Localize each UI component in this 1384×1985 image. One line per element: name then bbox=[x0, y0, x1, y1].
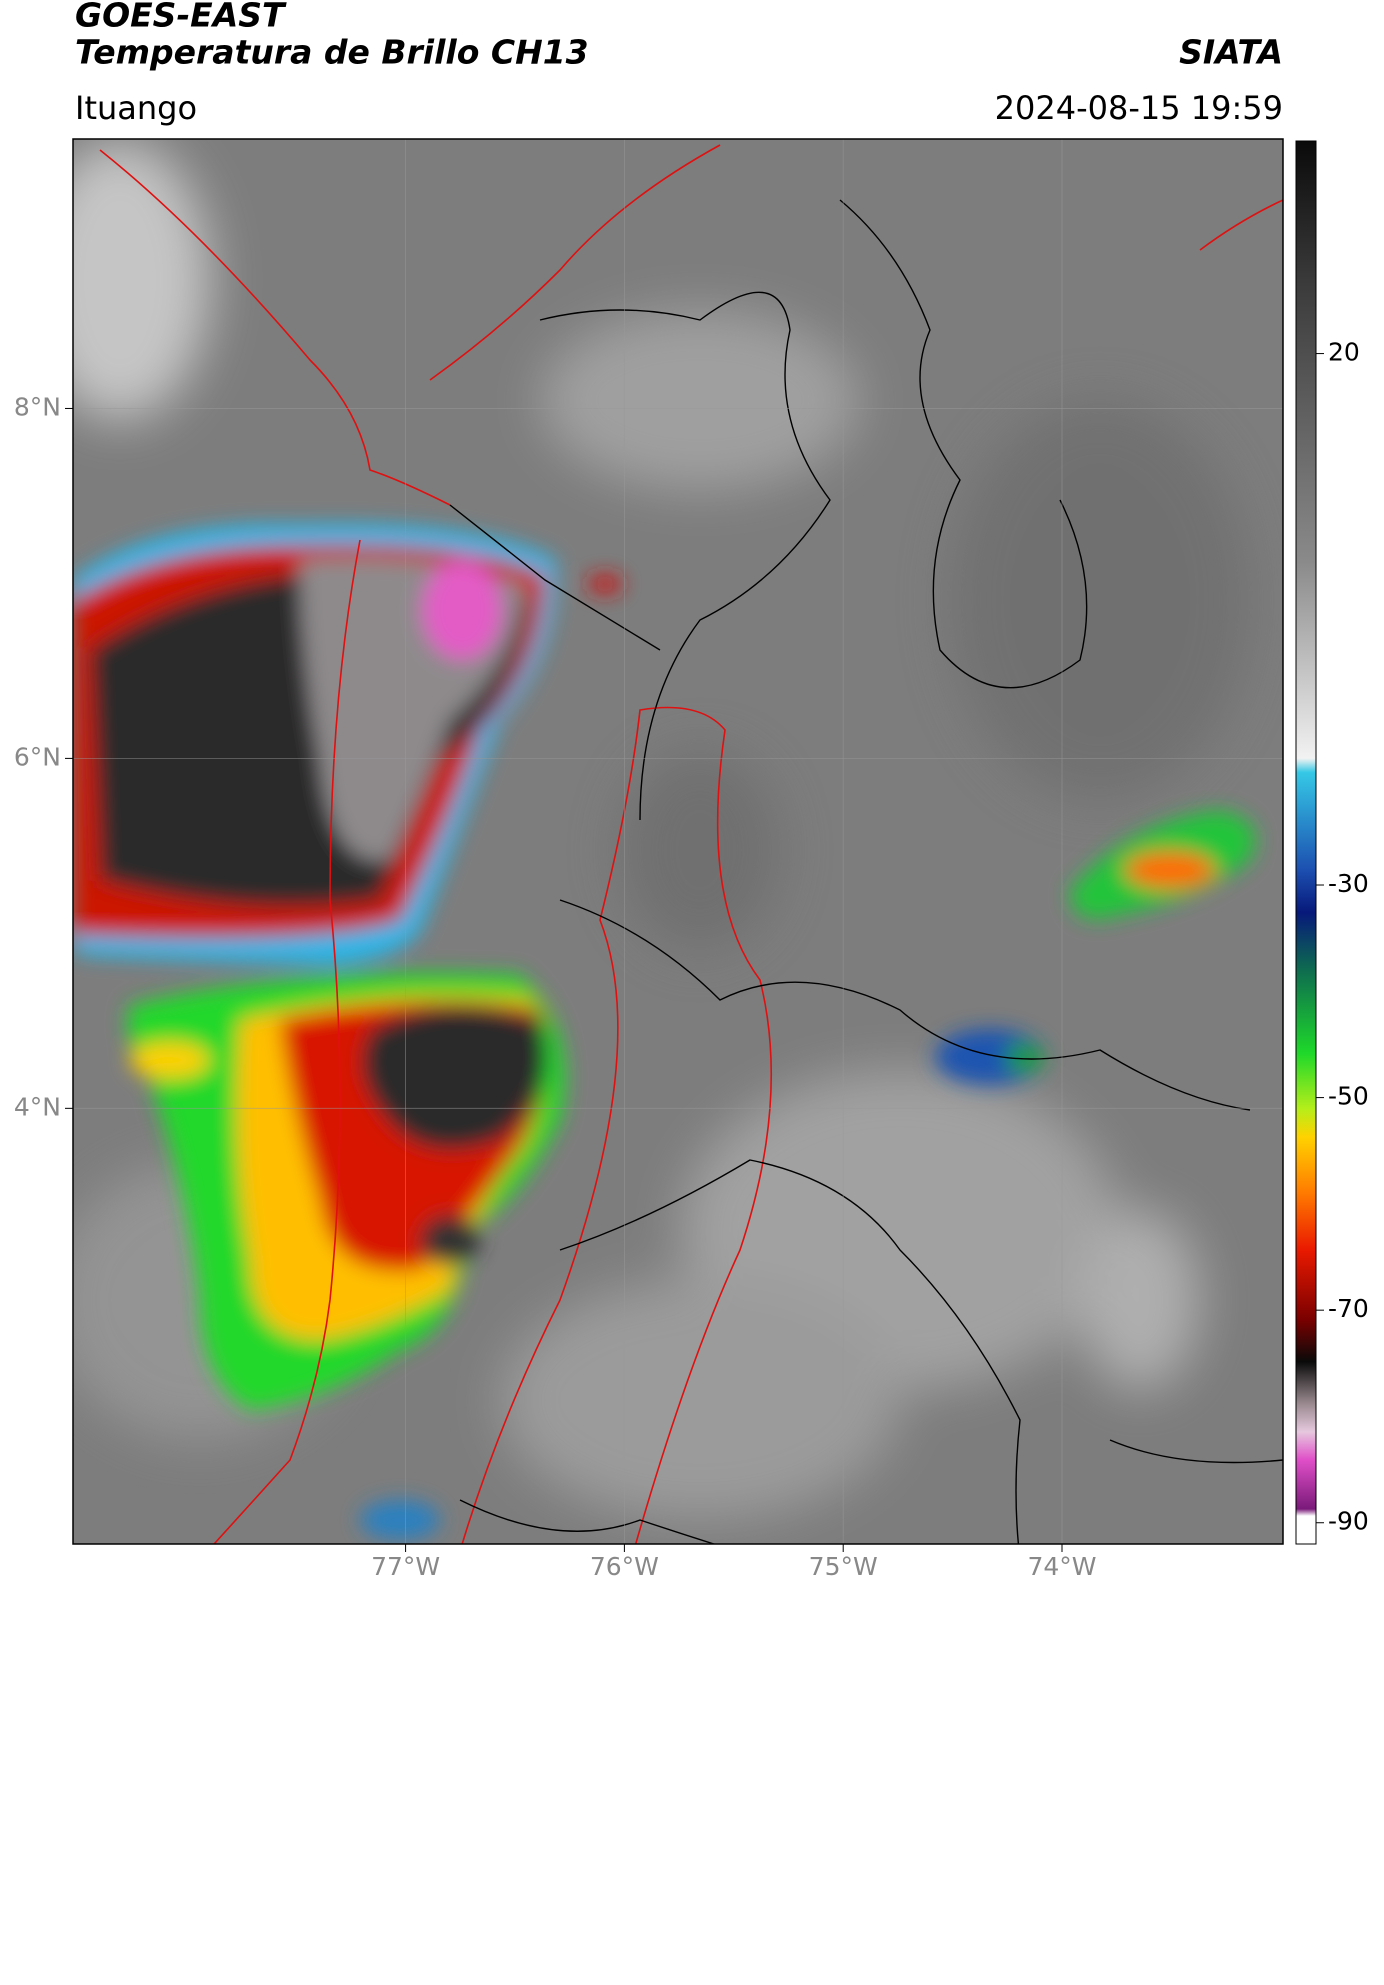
x-tick-label: 77°W bbox=[371, 1552, 440, 1581]
x-tick-label: 75°W bbox=[809, 1552, 878, 1581]
x-tick-label: 76°W bbox=[590, 1552, 659, 1581]
satellite-image bbox=[73, 139, 1283, 1544]
x-tick-label: 74°W bbox=[1027, 1552, 1096, 1581]
y-tick-label: 4°N bbox=[14, 1092, 61, 1121]
map-frame bbox=[72, 138, 1284, 1545]
y-tick-label: 8°N bbox=[14, 392, 61, 421]
y-tick-label: 6°N bbox=[14, 742, 61, 771]
colorbar bbox=[1295, 140, 1317, 1545]
agency: SIATA bbox=[1179, 33, 1283, 72]
title: GOES-EAST bbox=[75, 0, 287, 35]
colorbar-tick-label: -70 bbox=[1328, 1294, 1369, 1323]
datetime: 2024-08-15 19:59 bbox=[995, 89, 1283, 127]
subtitle: Temperatura de Brillo CH13 bbox=[75, 33, 589, 72]
colorbar-tick-label: -30 bbox=[1328, 869, 1369, 898]
location: Ituango bbox=[75, 89, 197, 127]
grid bbox=[73, 139, 1283, 1544]
colorbar-tick-label: 20 bbox=[1328, 338, 1360, 367]
colorbar-tick-label: -50 bbox=[1328, 1082, 1369, 1111]
colorbar-tick-label: -90 bbox=[1328, 1507, 1369, 1536]
